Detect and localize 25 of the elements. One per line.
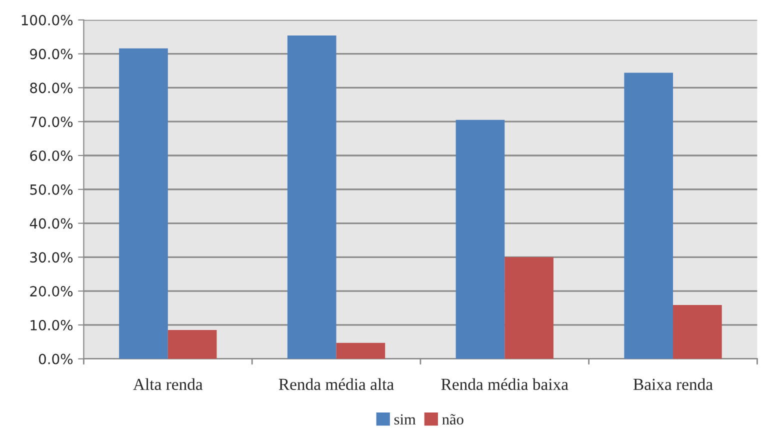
bar: [624, 72, 674, 359]
y-tick-label: 30.0%: [30, 252, 73, 263]
bar: [456, 120, 505, 359]
y-tick-label: 90.0%: [30, 48, 73, 60]
x-tick-label: Alta renda: [133, 378, 203, 390]
bar: [673, 304, 722, 359]
bar: [168, 330, 217, 359]
legend-label: não: [442, 414, 464, 425]
bar: [119, 48, 168, 359]
y-tick-label: 10.0%: [30, 320, 73, 330]
y-tick-label: 0.0%: [38, 354, 73, 364]
legend-label: sim: [394, 414, 416, 425]
y-tick-label: 70.0%: [30, 116, 73, 128]
y-tick-label: 100.0%: [22, 14, 73, 26]
y-tick-label: 40.0%: [30, 218, 73, 229]
x-tick-label: Renda média baixa: [441, 378, 568, 390]
x-tick-label: Renda média alta: [278, 378, 394, 390]
y-tick-label: 20.0%: [30, 286, 73, 297]
bar: [287, 36, 336, 359]
x-tick-label: Baixa renda: [633, 378, 713, 390]
bar: [336, 342, 386, 359]
y-tick-label: 50.0%: [30, 184, 73, 195]
bar: [504, 257, 554, 359]
y-tick-label: 60.0%: [30, 150, 73, 161]
y-tick-label: 80.0%: [30, 82, 73, 94]
